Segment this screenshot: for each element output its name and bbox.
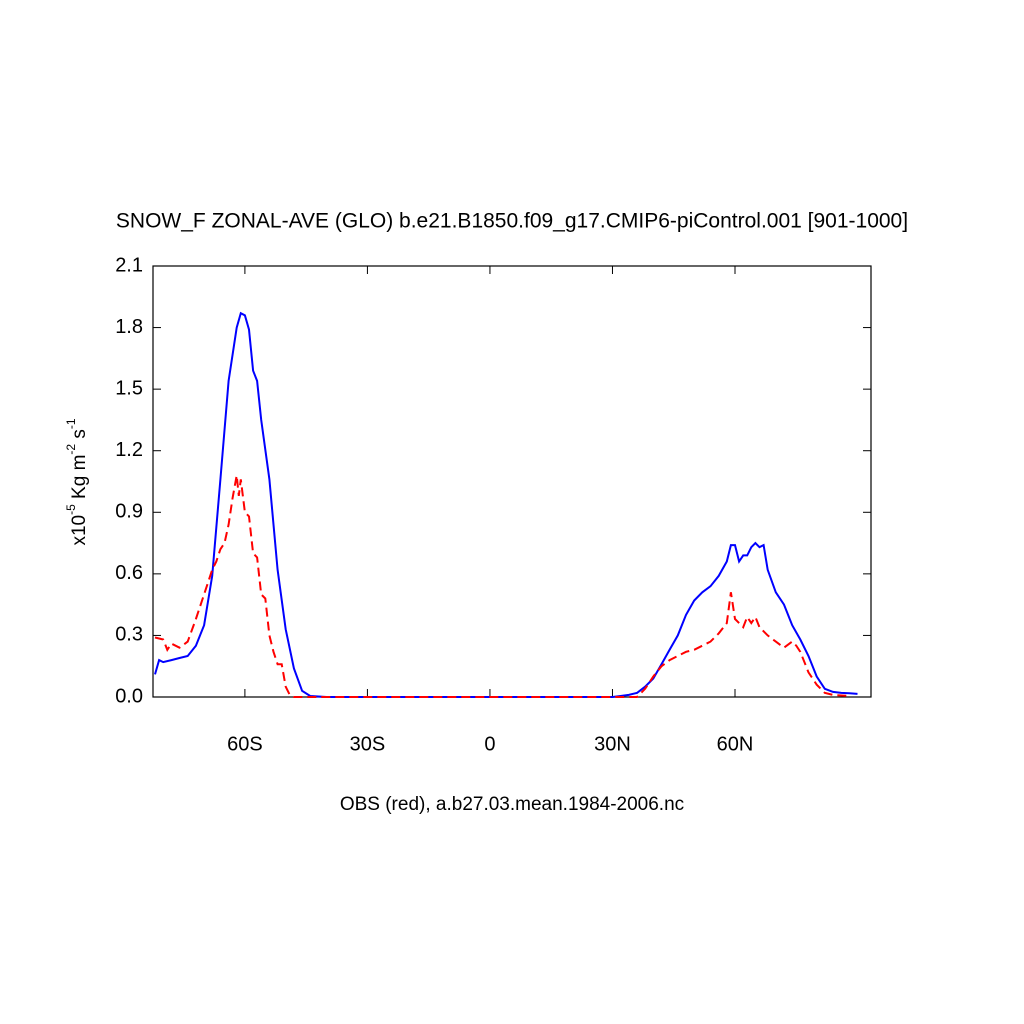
y-tick-label: 0.6 — [115, 562, 143, 584]
y-label-sup: -2 — [64, 444, 78, 455]
x-tick-label: 60S — [227, 733, 263, 755]
y-label-sup: -5 — [64, 504, 78, 515]
series-line — [154, 311, 858, 698]
y-tick-label: 1.2 — [115, 439, 143, 461]
y-tick-label: 2.1 — [115, 254, 143, 276]
y-tick-label: 0.9 — [115, 501, 143, 523]
chart-title: SNOW_F ZONAL-AVE (GLO) b.e21.B1850.f09_g… — [116, 210, 908, 233]
series-line — [154, 475, 850, 698]
y-tick-label: 0.0 — [115, 685, 143, 707]
y-label-part: s — [69, 429, 90, 444]
x-tick-label: 0 — [484, 733, 495, 755]
x-tick-label: 30S — [350, 733, 386, 755]
y-label-part: x10 — [69, 515, 90, 546]
x-axis-label: OBS (red), a.b27.03.mean.1984-2006.nc — [340, 794, 684, 815]
y-tick-label: 1.5 — [115, 377, 143, 399]
y-label-part: Kg m — [69, 455, 90, 505]
y-label-sup: -1 — [64, 418, 78, 429]
y-tick-label: 0.3 — [115, 624, 143, 646]
y-axis-label: x10-5 Kg m-2 s-1 — [64, 418, 90, 545]
y-tick-label: 1.8 — [115, 316, 143, 338]
x-tick-label: 60N — [717, 733, 754, 755]
x-tick-label: 30N — [594, 733, 631, 755]
